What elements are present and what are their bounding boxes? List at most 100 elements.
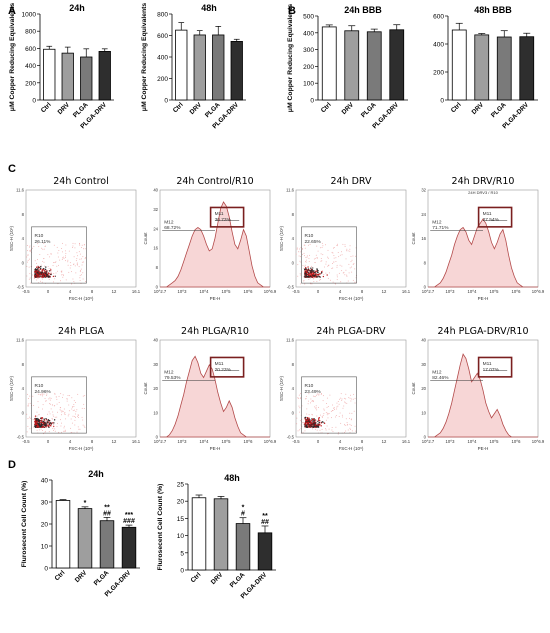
event-dot bbox=[48, 275, 50, 277]
category-label: DRV bbox=[57, 101, 72, 116]
event-dot bbox=[73, 400, 75, 402]
chart-title: 48h bbox=[224, 473, 240, 483]
event-dot bbox=[317, 257, 319, 259]
event-dot bbox=[56, 246, 58, 248]
marker-m11-label: M11 bbox=[215, 211, 224, 217]
event-dot bbox=[344, 431, 346, 433]
event-dot bbox=[34, 418, 36, 420]
event-dot bbox=[314, 270, 316, 272]
event-dot bbox=[78, 251, 80, 253]
y-tick-label: 400 bbox=[303, 30, 314, 37]
event-dot bbox=[52, 414, 54, 416]
event-dot bbox=[26, 275, 28, 277]
event-dot bbox=[327, 256, 329, 258]
event-dot bbox=[343, 397, 345, 399]
event-dot bbox=[301, 248, 303, 250]
event-dot bbox=[29, 417, 31, 419]
event-dot bbox=[29, 402, 31, 404]
bar-chart-d1: 24h 0 10 20 30 40 Flurosecent Cell Count (%) Ct… bbox=[21, 469, 140, 598]
x-tick-label: 0 bbox=[47, 439, 50, 444]
panel-label-a: A bbox=[8, 5, 16, 17]
event-dot bbox=[315, 394, 317, 396]
event-dot bbox=[75, 416, 77, 418]
event-dot bbox=[327, 433, 329, 435]
event-dot bbox=[309, 277, 311, 279]
event-dot bbox=[44, 430, 46, 432]
y-tick-label: 20 bbox=[153, 386, 158, 391]
event-dot bbox=[304, 265, 306, 267]
event-dot bbox=[326, 414, 328, 416]
event-dot bbox=[56, 270, 58, 272]
x-tick-label: 12 bbox=[112, 289, 117, 294]
y-tick-label: 0 bbox=[424, 285, 427, 290]
event-dot bbox=[65, 250, 67, 252]
event-dot bbox=[66, 398, 68, 400]
event-dot bbox=[342, 416, 344, 418]
event-dot bbox=[44, 272, 47, 275]
event-dot bbox=[39, 276, 41, 278]
event-dot bbox=[61, 396, 63, 398]
event-dot bbox=[308, 417, 310, 419]
event-dot bbox=[309, 423, 311, 425]
event-dot bbox=[75, 260, 77, 262]
bar-chart-a2: 48h 0 200 400 600 800 μM Copper Reducing Equiv… bbox=[141, 3, 246, 130]
y-tick-label: 11.6 bbox=[16, 338, 25, 343]
y-tick-label: 0 bbox=[292, 260, 295, 265]
event-dot bbox=[354, 397, 356, 399]
y-tick-label: 100 bbox=[303, 81, 314, 88]
event-dot bbox=[60, 393, 62, 395]
event-dot bbox=[310, 270, 312, 272]
event-dot bbox=[49, 397, 51, 399]
flow-panel-c7: 24h PLGA-DRV SSC-H (10⁶) FSC-H (10⁶) -0.5 0 4… bbox=[279, 326, 411, 451]
event-dot bbox=[55, 261, 57, 263]
event-dot bbox=[333, 406, 335, 408]
event-dot bbox=[345, 393, 347, 395]
event-dot bbox=[55, 396, 57, 398]
event-dot bbox=[67, 264, 69, 266]
event-dot bbox=[326, 397, 328, 399]
event-dot bbox=[311, 276, 314, 278]
bar-chart-d2: 48h 0 5 10 15 20 25 Flurosecent Cell Count (%) C… bbox=[157, 473, 276, 600]
event-dot bbox=[35, 272, 37, 274]
y-tick-label: 20 bbox=[421, 386, 426, 391]
y-tick-label: 1000 bbox=[22, 12, 37, 19]
y-tick-label: 24 bbox=[153, 226, 158, 231]
event-dot bbox=[71, 406, 73, 408]
marker-m11-label: M11 bbox=[483, 211, 492, 217]
event-dot bbox=[56, 265, 58, 267]
bar-ctrl bbox=[175, 29, 188, 101]
event-dot bbox=[38, 277, 40, 279]
event-dot bbox=[309, 275, 312, 278]
gate-label: R10 bbox=[305, 233, 314, 239]
event-dot bbox=[42, 424, 44, 426]
event-dot bbox=[79, 275, 81, 277]
flow-title: 24h PLGA-DRV bbox=[316, 326, 386, 337]
event-dot bbox=[79, 258, 81, 260]
event-dot bbox=[79, 271, 81, 273]
event-dot bbox=[70, 427, 72, 429]
event-dot bbox=[73, 409, 75, 411]
m11-highlight-box bbox=[477, 356, 513, 378]
event-dot bbox=[306, 256, 308, 258]
gate-label: R10 bbox=[35, 383, 44, 389]
chart-title: 24h BBB bbox=[344, 5, 382, 15]
event-dot bbox=[315, 406, 317, 408]
event-dot bbox=[48, 270, 51, 272]
event-dot bbox=[311, 271, 313, 274]
x-tick-label: -0.5 bbox=[22, 289, 30, 294]
event-dot bbox=[35, 421, 38, 424]
event-dot bbox=[81, 246, 83, 248]
bar-drv bbox=[474, 34, 490, 101]
event-dot bbox=[40, 265, 42, 268]
event-dot bbox=[321, 393, 323, 395]
event-dot bbox=[317, 270, 319, 272]
event-dot bbox=[76, 263, 78, 265]
event-dot bbox=[351, 412, 353, 414]
event-dot bbox=[298, 405, 300, 407]
event-dot bbox=[73, 256, 75, 258]
flow-panel-c3: 24h DRV SSC-H (10⁶) FSC-H (10⁶) -0.5 0 4 8 12 16… bbox=[279, 176, 411, 301]
event-dot bbox=[65, 244, 67, 246]
event-dot bbox=[299, 248, 301, 250]
event-dot bbox=[304, 283, 306, 285]
